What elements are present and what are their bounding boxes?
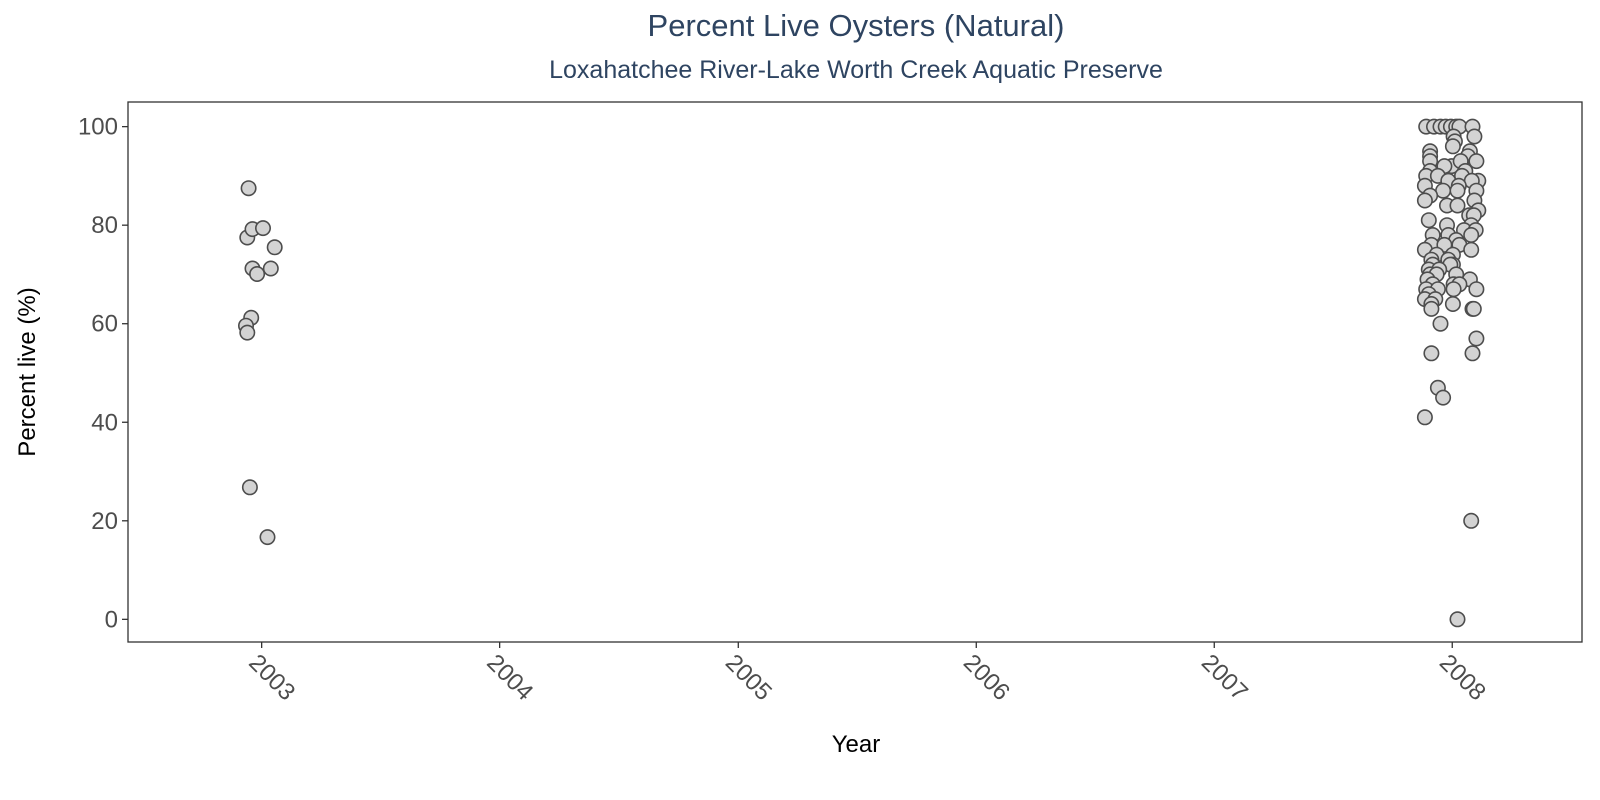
y-tick-label: 80 [91, 212, 118, 239]
x-tick-label: 2006 [958, 649, 1015, 706]
data-point [240, 180, 257, 197]
data-point [1416, 409, 1433, 426]
data-point [1464, 345, 1481, 362]
data-point [266, 239, 283, 256]
data-point [241, 479, 258, 496]
x-tick-label: 2004 [481, 649, 538, 706]
data-point [262, 260, 279, 277]
y-tick-label: 100 [78, 114, 118, 141]
data-point [1449, 611, 1466, 628]
data-point [1465, 300, 1482, 317]
data-point [259, 529, 276, 546]
data-point [1416, 192, 1433, 209]
data-point [239, 324, 256, 341]
data-point [1463, 227, 1480, 244]
y-tick-label: 0 [105, 606, 118, 633]
data-point [1435, 389, 1452, 406]
axes-layer: 0 20 40 60 80 100 2003 2004 2005 2006 2007 2008 [78, 114, 1491, 706]
data-point [255, 220, 272, 237]
plot-panel-border [127, 101, 1583, 643]
data-point [1444, 295, 1461, 312]
chart-subtitle: Loxahatchee River-Lake Worth Creek Aquat… [549, 56, 1163, 84]
y-tick-label: 40 [91, 409, 118, 436]
y-axis-title: Percent live (%) [14, 287, 41, 456]
x-tick-label: 2003 [243, 649, 300, 706]
data-point [1468, 281, 1485, 298]
data-point [1444, 138, 1461, 155]
x-axis-title: Year [832, 731, 881, 758]
x-tick-label: 2008 [1434, 649, 1491, 706]
y-tick-label: 20 [91, 508, 118, 535]
x-tick-label: 2007 [1196, 649, 1253, 706]
data-point [1468, 153, 1485, 170]
data-point [1466, 128, 1483, 145]
data-point [1420, 212, 1437, 229]
chart-title: Percent Live Oysters (Natural) [647, 8, 1065, 43]
data-point [1445, 281, 1462, 298]
points-layer [238, 118, 1487, 628]
data-point [1423, 345, 1440, 362]
data-point [1463, 241, 1480, 258]
data-point [1449, 197, 1466, 214]
data-point [249, 265, 266, 282]
x-tick-label: 2005 [720, 649, 777, 706]
data-point [1449, 182, 1466, 199]
y-tick-label: 60 [91, 311, 118, 338]
data-point [1423, 300, 1440, 317]
data-point [1432, 315, 1449, 332]
data-point [1463, 512, 1480, 529]
data-point [1468, 330, 1485, 347]
